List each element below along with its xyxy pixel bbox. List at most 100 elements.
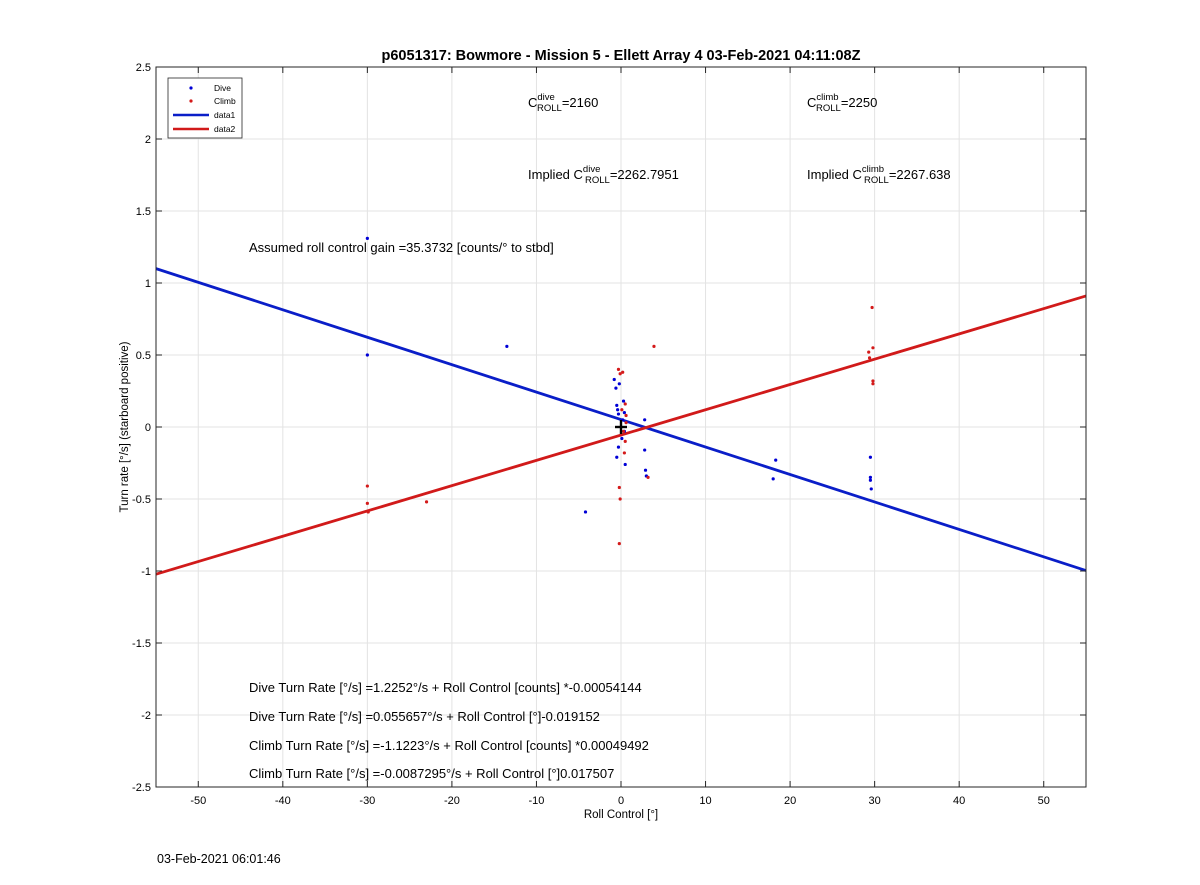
data-point-dive xyxy=(622,411,626,415)
c-dive-annotation: Cdive ROLL=2160 xyxy=(528,92,598,114)
data-point-dive xyxy=(617,382,621,386)
data-point-dive xyxy=(643,418,647,422)
implied-climb-value: =2267.638 xyxy=(889,167,951,182)
y-tick-label: -1 xyxy=(141,566,151,578)
data-point-climb xyxy=(617,542,621,546)
data-point-dive xyxy=(621,399,626,403)
equation-climb-degrees: Climb Turn Rate [°/s] =-0.0087295°/s + R… xyxy=(249,766,614,781)
implied-dive-sub: ROLL xyxy=(585,175,610,186)
c-dive-value: =2160 xyxy=(562,95,599,110)
data-point-climb xyxy=(624,421,628,425)
implied-climb-prefix: Implied C xyxy=(807,167,862,182)
legend-data2-label: data2 xyxy=(214,124,236,134)
c-climb-prefix: C xyxy=(807,95,816,110)
y-tick-labels: -2.5 -2 -1.5 -1 -0.5 0 0.5 1 1.5 2 2.5 xyxy=(132,62,151,794)
legend-climb-label: Climb xyxy=(214,96,236,106)
x-tick-label: -30 xyxy=(359,795,375,807)
data-point-climb xyxy=(366,510,370,514)
data-point-climb xyxy=(618,497,622,501)
y-tick-label: 2.5 xyxy=(136,62,151,74)
data-point-climb xyxy=(867,356,872,360)
x-tick-label: 0 xyxy=(618,795,624,807)
y-tick-label: -2.5 xyxy=(132,782,151,794)
data-point-climb xyxy=(622,451,626,455)
c-climb-value: =2250 xyxy=(841,95,878,110)
x-tick-label: 40 xyxy=(953,795,965,807)
data-point-climb xyxy=(365,484,369,488)
implied-climb-sub: ROLL xyxy=(864,175,889,186)
equation-climb-counts: Climb Turn Rate [°/s] =-1.1223°/s + Roll… xyxy=(249,738,649,753)
data-point-dive xyxy=(612,377,616,382)
data-point-dive xyxy=(616,408,620,412)
data-point-climb xyxy=(870,305,874,310)
data-point-climb xyxy=(867,350,871,354)
legend-dive-marker xyxy=(189,86,193,90)
data-point-dive xyxy=(868,478,873,482)
equation-dive-degrees: Dive Turn Rate [°/s] =0.055657°/s + Roll… xyxy=(249,709,600,724)
implied-dive-value: =2262.7951 xyxy=(610,167,679,182)
data-point-climb xyxy=(623,439,627,443)
x-tick-label: 10 xyxy=(699,795,711,807)
c-dive-sup: dive xyxy=(537,92,554,103)
data-point-dive xyxy=(868,475,873,479)
legend-climb-marker xyxy=(189,99,193,103)
scatter-points xyxy=(365,236,875,546)
y-axis-label: Turn rate [°/s] (starboard positive) xyxy=(119,341,131,512)
x-tick-labels: -50 -40 -30 -20 -10 0 10 20 30 40 50 xyxy=(190,795,1050,807)
implied-dive-prefix: Implied C xyxy=(528,167,583,182)
c-climb-sup: climb xyxy=(816,92,838,103)
data-point-climb xyxy=(624,413,628,418)
data-point-dive xyxy=(771,477,775,481)
data-point-dive xyxy=(774,458,778,462)
x-tick-label: 20 xyxy=(784,795,796,807)
data-point-dive xyxy=(583,510,588,514)
x-tick-label: -50 xyxy=(190,795,206,807)
data-point-climb xyxy=(871,382,875,386)
c-dive-sub: ROLL xyxy=(537,103,562,114)
data-point-dive xyxy=(615,455,619,459)
implied-climb-annotation: Implied Cclimb ROLL=2267.638 xyxy=(807,164,951,186)
roll-gain-annotation: Assumed roll control gain =35.3732 [coun… xyxy=(249,240,554,255)
legend: Dive Climb data1 data2 xyxy=(167,77,243,139)
data-point-climb xyxy=(620,408,624,412)
data-point-climb xyxy=(871,379,875,383)
implied-dive-annotation: Implied Cdive ROLL=2262.7951 xyxy=(528,164,679,186)
data-point-dive xyxy=(365,353,369,357)
c-dive-prefix: C xyxy=(528,95,537,110)
x-tick-label: -10 xyxy=(529,795,545,807)
y-tick-label: 0.5 xyxy=(136,350,151,362)
y-tick-label: -1.5 xyxy=(132,638,151,650)
data-point-climb xyxy=(621,429,626,433)
data-point-climb xyxy=(424,500,429,504)
data-point-climb xyxy=(646,475,650,479)
data-point-dive xyxy=(616,445,621,449)
y-tick-label: 1.5 xyxy=(136,206,151,218)
data-point-climb xyxy=(871,346,875,350)
data-point-climb xyxy=(616,367,621,371)
data-point-dive xyxy=(620,436,624,441)
data-point-climb xyxy=(621,370,625,374)
legend-dive-label: Dive xyxy=(214,83,231,93)
y-tick-label: -0.5 xyxy=(132,494,151,506)
c-climb-sub: ROLL xyxy=(816,103,841,114)
series-line-data2 xyxy=(156,294,1086,576)
data-point-climb xyxy=(618,372,622,376)
data-point-dive xyxy=(623,462,627,467)
annotations: Cdive ROLL=2160 Cclimb ROLL=2250 Implied C… xyxy=(249,92,951,781)
c-climb-annotation: Cclimb ROLL=2250 xyxy=(807,92,877,114)
data-point-dive xyxy=(868,455,873,459)
y-tick-label: 2 xyxy=(145,134,151,146)
data-point-dive xyxy=(365,236,369,240)
y-tick-label: -2 xyxy=(141,710,151,722)
y-tick-label: 1 xyxy=(145,278,151,290)
data-point-climb xyxy=(652,344,656,348)
x-tick-label: -40 xyxy=(275,795,291,807)
implied-dive-sup: dive xyxy=(583,164,600,175)
data-point-dive xyxy=(869,487,873,491)
data-point-climb xyxy=(365,501,369,505)
equation-dive-counts: Dive Turn Rate [°/s] =1.2252°/s + Roll C… xyxy=(249,680,642,695)
x-axis-label: Roll Control [°] xyxy=(584,809,658,821)
data-point-dive xyxy=(615,403,619,407)
data-point-dive xyxy=(643,468,648,472)
legend-data1-label: data1 xyxy=(214,110,236,120)
